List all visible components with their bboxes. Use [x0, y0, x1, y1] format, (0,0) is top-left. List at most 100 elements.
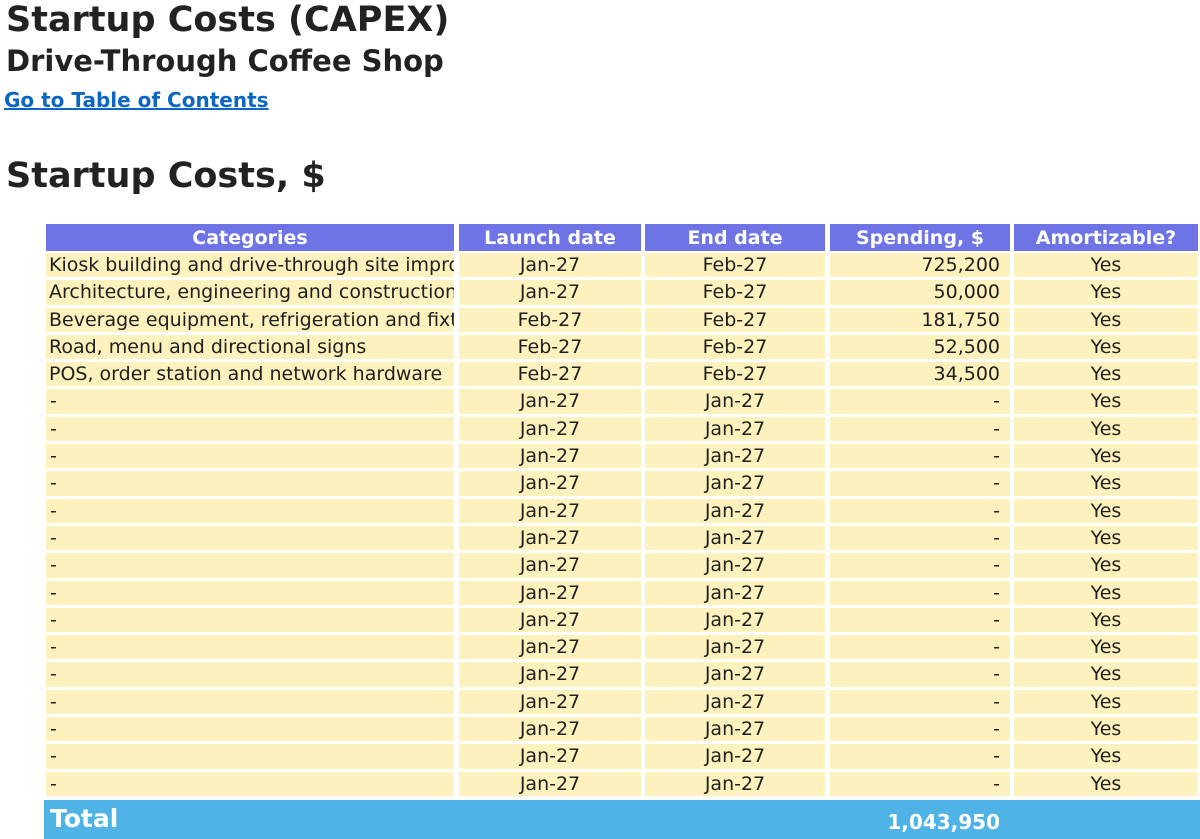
end-date-cell[interactable]: Jan-27 [645, 580, 825, 605]
amortizable-cell[interactable]: Yes [1014, 662, 1198, 687]
end-date-cell[interactable]: Jan-27 [645, 662, 825, 687]
end-date-cell[interactable]: Jan-27 [645, 498, 825, 523]
launch-date-cell[interactable]: Jan-27 [459, 744, 641, 769]
amortizable-cell[interactable]: Yes [1014, 471, 1198, 496]
spending-cell[interactable]: - [830, 689, 1010, 715]
end-date-cell[interactable]: Jan-27 [645, 525, 825, 551]
spending-cell[interactable]: - [830, 744, 1010, 769]
category-cell[interactable]: - [46, 744, 454, 769]
spending-cell[interactable]: - [830, 444, 1010, 469]
amortizable-cell[interactable]: Yes [1014, 717, 1198, 742]
end-date-cell[interactable]: Jan-27 [645, 607, 825, 633]
spending-cell[interactable]: 181,750 [830, 307, 1010, 332]
end-date-cell[interactable]: Jan-27 [645, 689, 825, 715]
amortizable-cell[interactable]: Yes [1014, 253, 1198, 278]
spending-cell[interactable]: - [830, 416, 1010, 442]
end-date-cell[interactable]: Jan-27 [645, 416, 825, 442]
category-cell[interactable]: - [46, 580, 454, 605]
spending-cell[interactable]: 50,000 [830, 280, 1010, 305]
amortizable-cell[interactable]: Yes [1014, 444, 1198, 469]
amortizable-cell[interactable]: Yes [1014, 689, 1198, 715]
launch-date-cell[interactable]: Jan-27 [459, 553, 641, 578]
launch-date-cell[interactable]: Jan-27 [459, 253, 641, 278]
spending-cell[interactable]: - [830, 635, 1010, 660]
end-date-cell[interactable]: Jan-27 [645, 744, 825, 769]
category-cell[interactable]: - [46, 498, 454, 523]
category-cell[interactable]: - [46, 444, 454, 469]
amortizable-cell[interactable]: Yes [1014, 334, 1198, 360]
spending-cell[interactable]: - [830, 580, 1010, 605]
amortizable-cell[interactable]: Yes [1014, 362, 1198, 387]
category-cell[interactable]: Kiosk building and drive-through site im… [46, 253, 454, 278]
launch-date-cell[interactable]: Jan-27 [459, 771, 641, 796]
spending-cell[interactable]: 34,500 [830, 362, 1010, 387]
amortizable-cell[interactable]: Yes [1014, 635, 1198, 660]
end-date-cell[interactable]: Jan-27 [645, 471, 825, 496]
table-of-contents-link[interactable]: Go to Table of Contents [4, 88, 269, 112]
end-date-cell[interactable]: Jan-27 [645, 717, 825, 742]
spending-cell[interactable]: - [830, 471, 1010, 496]
category-cell[interactable]: Architecture, engineering and constructi… [46, 280, 454, 305]
end-date-cell[interactable]: Jan-27 [645, 389, 825, 414]
launch-date-cell[interactable]: Feb-27 [459, 362, 641, 387]
launch-date-cell[interactable]: Jan-27 [459, 280, 641, 305]
amortizable-cell[interactable]: Yes [1014, 553, 1198, 578]
category-cell[interactable]: - [46, 525, 454, 551]
spending-cell[interactable]: - [830, 607, 1010, 633]
launch-date-cell[interactable]: Jan-27 [459, 717, 641, 742]
spending-cell[interactable]: 725,200 [830, 253, 1010, 278]
amortizable-cell[interactable]: Yes [1014, 744, 1198, 769]
spending-cell[interactable]: - [830, 553, 1010, 578]
launch-date-cell[interactable]: Jan-27 [459, 389, 641, 414]
spending-cell[interactable]: 52,500 [830, 334, 1010, 360]
spending-cell[interactable]: - [830, 498, 1010, 523]
launch-date-cell[interactable]: Jan-27 [459, 580, 641, 605]
end-date-cell[interactable]: Jan-27 [645, 771, 825, 796]
launch-date-cell[interactable]: Jan-27 [459, 498, 641, 523]
category-cell[interactable]: POS, order station and network hardware [46, 362, 454, 387]
spending-cell[interactable]: - [830, 717, 1010, 742]
amortizable-cell[interactable]: Yes [1014, 389, 1198, 414]
amortizable-cell[interactable]: Yes [1014, 416, 1198, 442]
category-cell[interactable]: Road, menu and directional signs [46, 334, 454, 360]
amortizable-cell[interactable]: Yes [1014, 525, 1198, 551]
end-date-cell[interactable]: Feb-27 [645, 280, 825, 305]
spending-cell[interactable]: - [830, 771, 1010, 796]
end-date-cell[interactable]: Feb-27 [645, 307, 825, 332]
amortizable-cell[interactable]: Yes [1014, 607, 1198, 633]
category-cell[interactable]: - [46, 607, 454, 633]
category-cell[interactable]: - [46, 389, 454, 414]
launch-date-cell[interactable]: Feb-27 [459, 307, 641, 332]
category-cell[interactable]: - [46, 471, 454, 496]
category-cell[interactable]: - [46, 717, 454, 742]
end-date-cell[interactable]: Jan-27 [645, 553, 825, 578]
spending-cell[interactable]: - [830, 389, 1010, 414]
amortizable-cell[interactable]: Yes [1014, 498, 1198, 523]
spending-cell[interactable]: - [830, 662, 1010, 687]
end-date-cell[interactable]: Jan-27 [645, 444, 825, 469]
amortizable-cell[interactable]: Yes [1014, 280, 1198, 305]
end-date-cell[interactable]: Feb-27 [645, 362, 825, 387]
spending-cell[interactable]: - [830, 525, 1010, 551]
category-cell[interactable]: - [46, 635, 454, 660]
launch-date-cell[interactable]: Jan-27 [459, 689, 641, 715]
category-cell[interactable]: - [46, 689, 454, 715]
launch-date-cell[interactable]: Jan-27 [459, 662, 641, 687]
category-cell[interactable]: - [46, 771, 454, 796]
end-date-cell[interactable]: Jan-27 [645, 635, 825, 660]
amortizable-cell[interactable]: Yes [1014, 580, 1198, 605]
launch-date-cell[interactable]: Jan-27 [459, 471, 641, 496]
amortizable-cell[interactable]: Yes [1014, 771, 1198, 796]
launch-date-cell[interactable]: Jan-27 [459, 635, 641, 660]
category-cell[interactable]: - [46, 553, 454, 578]
launch-date-cell[interactable]: Jan-27 [459, 416, 641, 442]
launch-date-cell[interactable]: Jan-27 [459, 444, 641, 469]
launch-date-cell[interactable]: Jan-27 [459, 525, 641, 551]
end-date-cell[interactable]: Feb-27 [645, 253, 825, 278]
launch-date-cell[interactable]: Feb-27 [459, 334, 641, 360]
amortizable-cell[interactable]: Yes [1014, 307, 1198, 332]
end-date-cell[interactable]: Feb-27 [645, 334, 825, 360]
category-cell[interactable]: - [46, 416, 454, 442]
category-cell[interactable]: - [46, 662, 454, 687]
category-cell[interactable]: Beverage equipment, refrigeration and fi… [46, 307, 454, 332]
